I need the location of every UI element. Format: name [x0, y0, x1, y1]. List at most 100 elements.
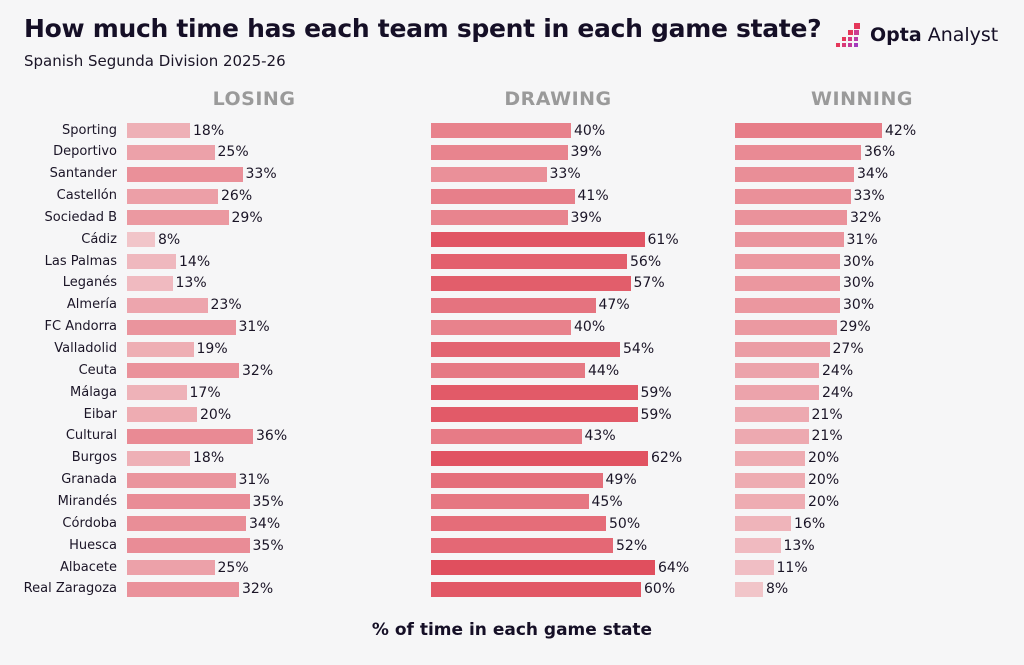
data-label-drawing: 43% [584, 428, 616, 445]
chart-subtitle: Spanish Segunda Division 2025-26 [24, 52, 286, 70]
bar-losing [127, 385, 187, 401]
bar-drawing [431, 363, 585, 379]
team-label: Leganés [62, 275, 117, 291]
column-header-drawing: DRAWING [504, 88, 612, 110]
team-label: Ceuta [78, 362, 117, 378]
data-label-drawing: 52% [616, 537, 648, 554]
data-label-drawing: 44% [588, 362, 620, 379]
bar-winning [735, 407, 809, 423]
bar-winning [735, 123, 882, 138]
bar-losing [127, 297, 208, 313]
data-label-drawing: 61% [647, 231, 679, 248]
x-axis-label: % of time in each game state [371, 620, 653, 640]
data-label-drawing: 57% [633, 275, 665, 292]
data-label-winning: 42% [885, 122, 917, 139]
data-label-losing: 25% [217, 144, 249, 161]
team-label: Eibar [83, 406, 117, 422]
data-label-drawing: 49% [605, 472, 637, 489]
bar-losing [127, 254, 176, 270]
team-label: Málaga [70, 384, 117, 400]
data-label-winning: 24% [822, 384, 854, 401]
data-label-losing: 32% [242, 362, 274, 379]
data-label-drawing: 40% [574, 122, 606, 139]
bar-losing [127, 363, 239, 379]
data-label-winning: 36% [864, 144, 896, 161]
data-label-drawing: 59% [640, 406, 672, 423]
team-label: Sociedad B [44, 209, 117, 225]
team-label: Albacete [60, 559, 117, 575]
opta-logo-icon [836, 23, 860, 47]
bar-drawing [431, 319, 571, 335]
bar-losing [127, 407, 197, 423]
bar-losing [127, 144, 215, 160]
data-label-winning: 8% [766, 581, 789, 598]
data-label-losing: 31% [238, 319, 270, 336]
bar-drawing [431, 428, 582, 444]
team-label: Castellón [56, 188, 117, 204]
data-label-winning: 20% [808, 472, 840, 489]
data-label-losing: 36% [256, 428, 288, 445]
data-label-drawing: 45% [591, 493, 623, 510]
bar-winning [735, 166, 854, 182]
team-label: Huesca [69, 537, 117, 553]
data-label-losing: 29% [231, 209, 263, 226]
data-label-winning: 33% [853, 188, 885, 205]
data-label-losing: 34% [249, 515, 281, 532]
data-label-losing: 17% [189, 384, 221, 401]
bar-winning [735, 472, 805, 488]
bar-losing [127, 319, 236, 335]
team-label: Sporting [61, 122, 117, 138]
bar-losing [127, 516, 246, 532]
bar-losing [127, 188, 218, 204]
bar-winning [735, 254, 840, 270]
bar-drawing [431, 581, 641, 597]
data-label-drawing: 39% [570, 144, 602, 161]
team-label: Córdoba [62, 515, 117, 531]
bar-winning [735, 188, 851, 204]
data-label-winning: 32% [850, 209, 882, 226]
data-label-winning: 16% [794, 515, 826, 532]
bar-losing [127, 166, 243, 182]
data-label-losing: 35% [252, 493, 284, 510]
bar-losing [127, 494, 250, 510]
data-label-losing: 19% [196, 341, 228, 357]
bar-drawing [431, 516, 606, 532]
bar-drawing [431, 538, 613, 554]
column-header-losing: LOSING [212, 88, 296, 110]
bar-drawing [431, 385, 638, 401]
data-label-winning: 34% [857, 166, 889, 183]
data-label-drawing: 41% [577, 188, 609, 205]
data-label-drawing: 54% [623, 341, 655, 357]
data-label-losing: 31% [238, 472, 270, 489]
team-label: Valladolid [54, 341, 117, 356]
data-label-losing: 14% [179, 253, 211, 270]
data-label-drawing: 59% [640, 384, 672, 401]
bar-drawing [431, 341, 620, 357]
team-label: FC Andorra [44, 319, 117, 335]
bar-winning [735, 516, 791, 532]
bar-winning [735, 450, 805, 466]
bar-winning [735, 538, 781, 554]
team-label: Almería [66, 297, 117, 313]
bar-winning [735, 385, 819, 401]
bar-winning [735, 363, 819, 379]
team-label: Cádiz [81, 231, 117, 247]
data-label-losing: 35% [252, 537, 284, 554]
bar-winning [735, 428, 809, 444]
logo-text: Opta Analyst [870, 24, 999, 46]
bar-drawing [431, 144, 568, 160]
bar-winning [735, 144, 861, 160]
bar-drawing [431, 188, 575, 204]
bar-losing [127, 232, 155, 248]
team-label: Mirandés [57, 493, 117, 509]
data-label-winning: 13% [783, 537, 815, 554]
data-label-drawing: 47% [598, 297, 630, 314]
data-label-winning: 11% [776, 559, 808, 576]
data-label-losing: 33% [245, 166, 277, 183]
data-label-drawing: 62% [651, 450, 683, 467]
team-label: Burgos [71, 450, 117, 466]
team-label: Santander [49, 166, 117, 182]
bar-drawing [431, 166, 547, 182]
data-label-winning: 24% [822, 362, 854, 379]
opta-analyst-logo: Opta Analyst [836, 20, 998, 50]
